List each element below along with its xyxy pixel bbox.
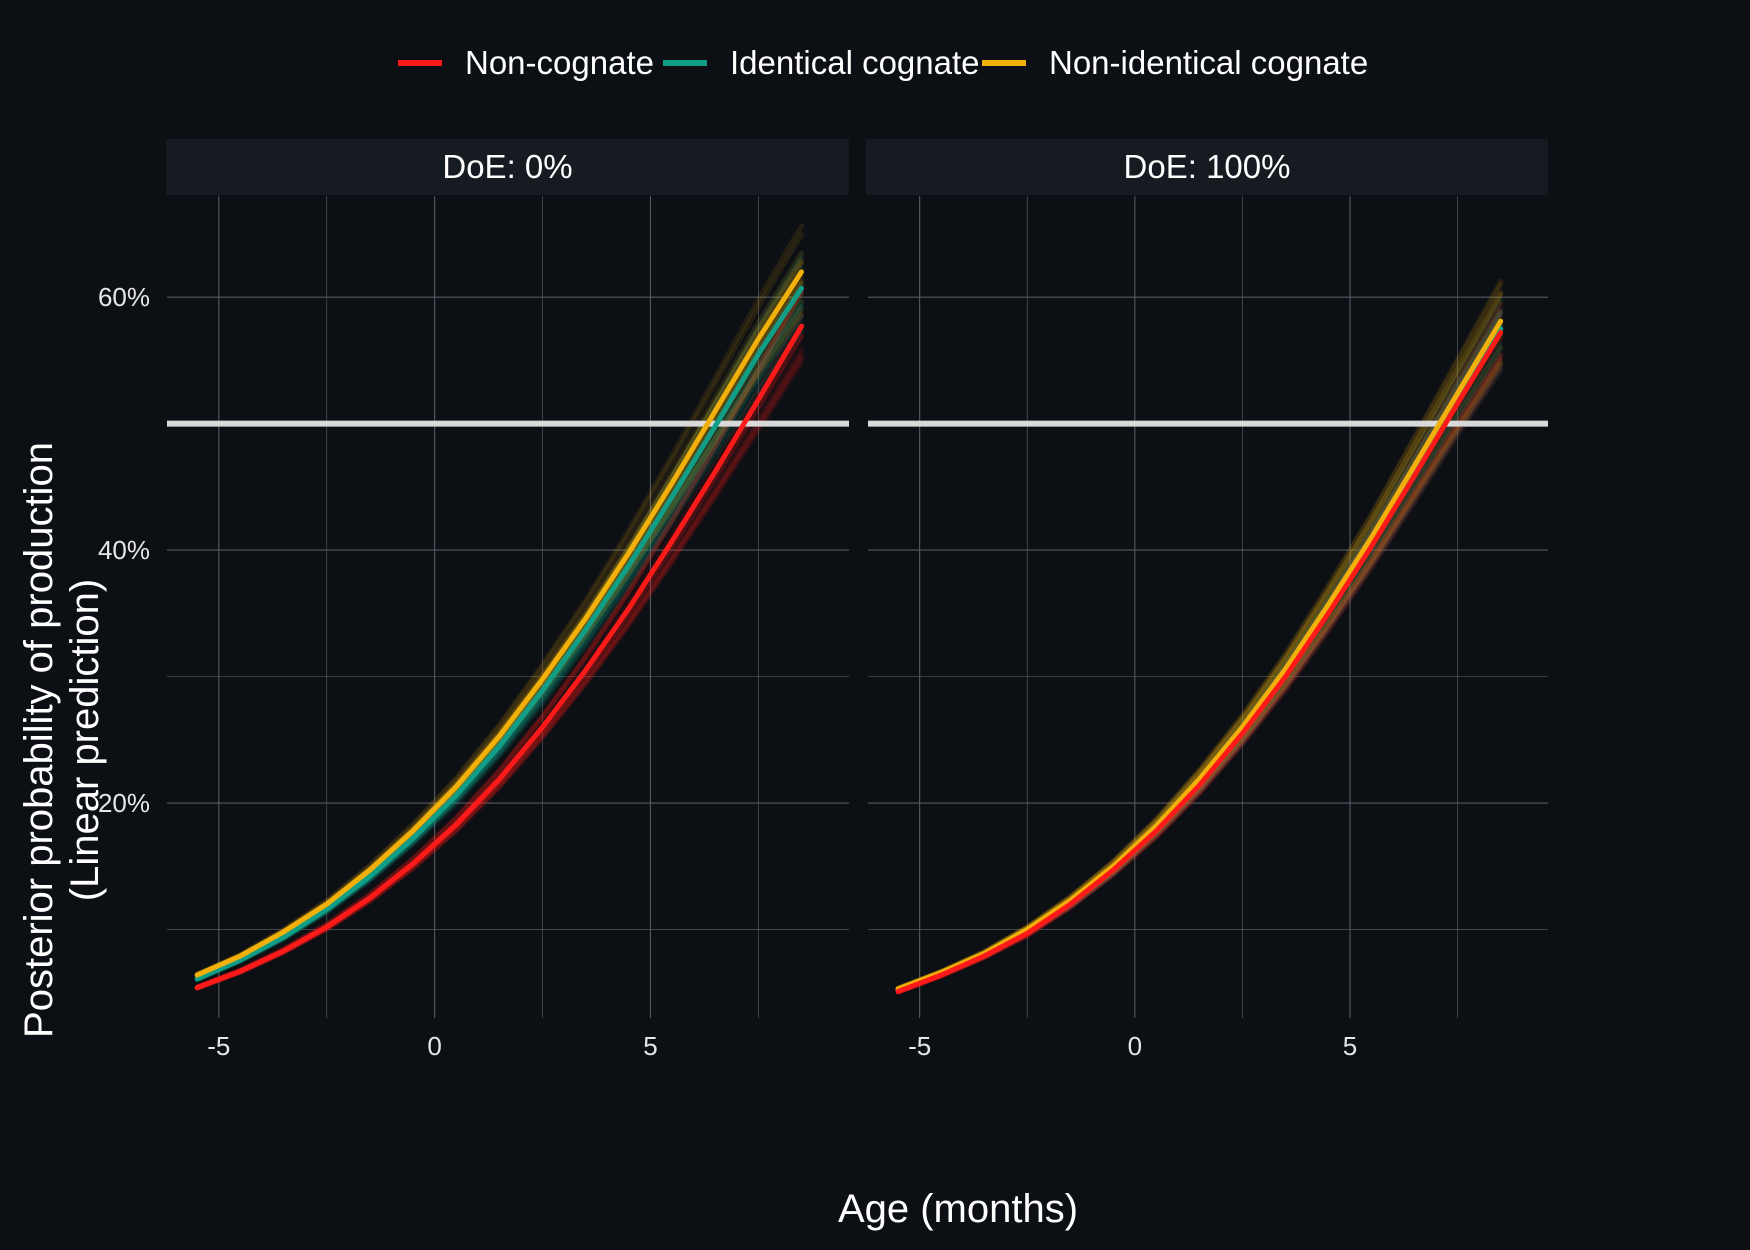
- y-tick-label: 60%: [98, 282, 150, 312]
- facet-panels: DoE: 0% -5 0 5 20% 40% 60% DoE: 100% -5 0 5: [98, 139, 1548, 1061]
- facet-strip-label: DoE: 100%: [1124, 148, 1291, 185]
- legend: Non-cognate Identical cognate Non-identica…: [398, 44, 1368, 81]
- x-tick-label: 5: [643, 1031, 657, 1061]
- y-axis-title: Posterior probability of production: [17, 442, 61, 1038]
- y-axis-title-group: Posterior probability of production (Lin…: [17, 442, 107, 1038]
- x-tick-label: -5: [207, 1031, 230, 1061]
- facet-strip-label: DoE: 0%: [442, 148, 572, 185]
- legend-label-non-identical-cognate: Non-identical cognate: [1049, 44, 1368, 81]
- series-line-non-cognate: [194, 323, 804, 991]
- facet-panel-2: DoE: 100% -5 0 5: [866, 139, 1548, 1061]
- facet-strip: [866, 139, 1548, 195]
- y-tick-label: 40%: [98, 535, 150, 565]
- series-line-non-identical-cognate: [895, 318, 1504, 992]
- legend-label-non-cognate: Non-cognate: [465, 44, 654, 81]
- facet-strip: [166, 139, 849, 195]
- legend-label-identical-cognate: Identical cognate: [730, 44, 980, 81]
- x-tick-label: 5: [1343, 1031, 1357, 1061]
- x-axis-title: Age (months): [838, 1187, 1078, 1231]
- x-tick-label: -5: [908, 1031, 931, 1061]
- series-line-non-cognate: [895, 330, 1504, 994]
- y-tick-label: 20%: [98, 788, 150, 818]
- series-line-non-identical-cognate: [194, 269, 804, 978]
- y-axis-subtitle: (Linear prediction): [63, 579, 107, 901]
- x-tick-label: 0: [427, 1031, 441, 1061]
- series-line-identical-cognate: [194, 285, 804, 982]
- x-tick-label: 0: [1128, 1031, 1142, 1061]
- facet-panel-1: DoE: 0% -5 0 5 20% 40% 60%: [98, 139, 849, 1061]
